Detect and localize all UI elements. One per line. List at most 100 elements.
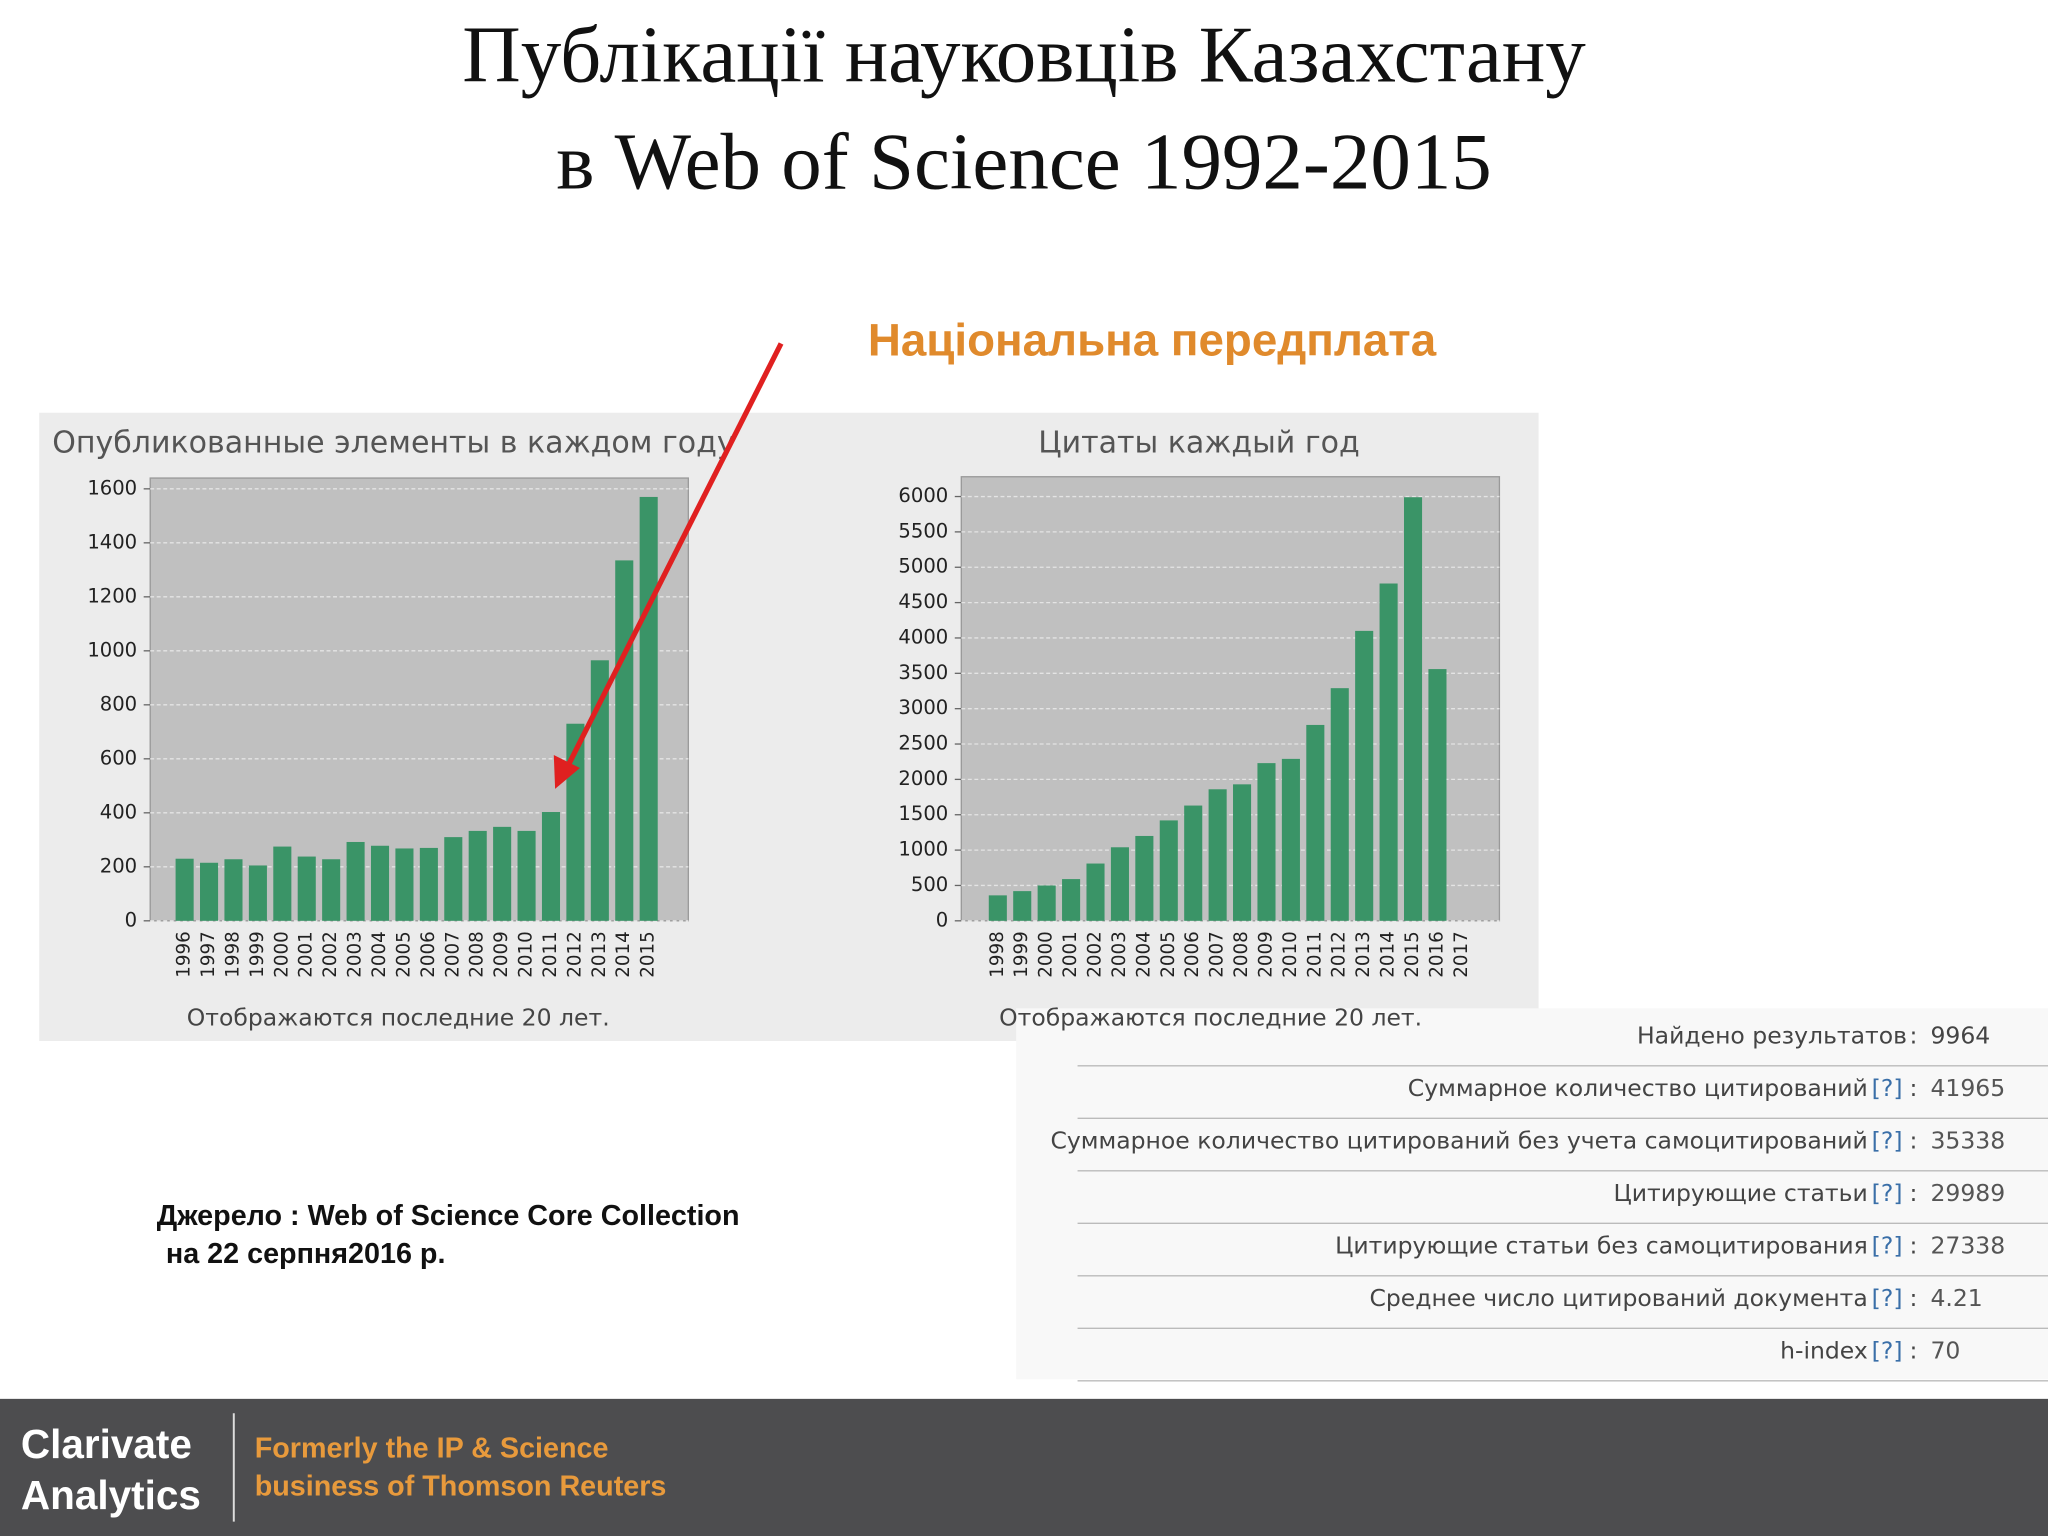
row-label: Цитирующие статьи <box>1614 1179 1868 1207</box>
y-tick-label: 1000 <box>87 638 137 661</box>
title-line: Публікації науковців Казахстану <box>462 9 1586 99</box>
x-tick-label: 2005 <box>393 931 414 978</box>
row-label: Найдено результатов <box>1637 1022 1907 1050</box>
separator: : <box>1910 1337 1918 1365</box>
bar <box>1379 583 1398 921</box>
chart-title: Цитаты каждый год <box>1038 426 1360 461</box>
x-tick-label: 2015 <box>638 931 659 978</box>
y-tick-label: 2000 <box>898 767 948 790</box>
row-value: 4.21 <box>1930 1284 1982 1312</box>
help-link: [?] <box>1872 1232 1903 1260</box>
tagline: business of Thomson Reuters <box>255 1470 667 1502</box>
x-tick-label: 2014 <box>613 931 634 978</box>
bar <box>1037 885 1056 921</box>
row-label: Суммарное количество цитирований без уче… <box>1050 1127 1867 1155</box>
help-link: [?] <box>1872 1074 1903 1102</box>
x-tick-label: 2000 <box>1036 931 1057 978</box>
bar <box>493 826 512 921</box>
bar <box>297 856 316 921</box>
bar <box>224 859 243 921</box>
bar <box>1208 789 1227 921</box>
separator: : <box>1910 1074 1918 1102</box>
footer <box>0 1398 2048 1536</box>
bar <box>395 848 414 921</box>
row-value: 27338 <box>1930 1232 2005 1260</box>
y-tick-label: 2500 <box>898 732 948 755</box>
y-tick-label: 3500 <box>898 661 948 684</box>
y-tick-label: 800 <box>100 692 137 715</box>
x-tick-label: 2003 <box>345 931 366 978</box>
help-link: [?] <box>1872 1337 1903 1365</box>
row-label: Цитирующие статьи без самоцитирования <box>1335 1232 1868 1260</box>
bar <box>1233 784 1252 921</box>
bar <box>322 859 341 921</box>
bar <box>1062 879 1081 921</box>
x-tick-label: 2013 <box>589 931 610 978</box>
bar <box>1281 758 1300 921</box>
x-tick-label: 2006 <box>1182 931 1203 978</box>
separator: : <box>1910 1127 1918 1155</box>
bar <box>346 841 365 921</box>
x-tick-label: 2012 <box>1329 931 1350 978</box>
x-tick-label: 2002 <box>320 931 341 978</box>
bar <box>175 858 194 921</box>
x-tick-label: 1998 <box>987 931 1008 978</box>
bar <box>273 846 292 921</box>
bar <box>1159 820 1178 921</box>
y-tick-label: 1400 <box>87 530 137 553</box>
row-label: Среднее число цитирований документа <box>1369 1284 1867 1312</box>
y-tick-label: 6000 <box>898 484 948 507</box>
y-tick-label: 3000 <box>898 696 948 719</box>
bar <box>1306 724 1325 921</box>
bar <box>1013 891 1032 921</box>
x-tick-label: 2016 <box>1426 931 1447 978</box>
bar <box>1110 847 1129 921</box>
brand: Clarivate <box>21 1421 192 1467</box>
y-tick-label: 5500 <box>898 519 948 542</box>
brand: Analytics <box>21 1472 201 1518</box>
row-label: h-index <box>1780 1337 1868 1365</box>
x-tick-label: 2014 <box>1378 931 1399 978</box>
bar <box>1135 835 1154 921</box>
bar <box>541 812 561 921</box>
x-tick-label: 2010 <box>1280 931 1301 978</box>
bar <box>370 845 390 921</box>
bar <box>1330 688 1349 921</box>
bar <box>419 847 438 921</box>
row-value: 41965 <box>1930 1074 2005 1102</box>
x-tick-label: 2009 <box>491 931 512 978</box>
x-tick-label: 2015 <box>1402 931 1423 978</box>
bar <box>590 660 609 921</box>
bar <box>1403 497 1423 921</box>
y-tick-label: 1600 <box>87 476 137 499</box>
y-tick-label: 1200 <box>87 584 137 607</box>
chart-title: Опубликованные элементы в каждом году <box>52 426 734 461</box>
x-tick-label: 2017 <box>1451 931 1472 978</box>
x-tick-label: 1999 <box>1011 931 1032 978</box>
x-tick-label: 2001 <box>296 931 317 978</box>
bar <box>639 496 658 921</box>
bar <box>1355 630 1374 921</box>
x-tick-label: 2013 <box>1353 931 1374 978</box>
y-tick-label: 1500 <box>898 802 948 825</box>
bar <box>988 895 1007 921</box>
bar <box>1184 805 1203 921</box>
help-link: [?] <box>1872 1179 1903 1207</box>
separator: : <box>1910 1179 1918 1207</box>
y-tick-label: 600 <box>100 746 137 769</box>
bar <box>248 865 267 921</box>
x-tick-label: 2005 <box>1158 931 1179 978</box>
y-tick-label: 4000 <box>898 625 948 648</box>
x-tick-label: 2002 <box>1085 931 1106 978</box>
x-tick-label: 2012 <box>564 931 585 978</box>
x-tick-label: 1997 <box>198 931 219 978</box>
stats-panel <box>1016 1008 2048 1380</box>
bar <box>468 830 487 921</box>
source: на 22 серпня2016 р. <box>166 1238 446 1270</box>
x-tick-label: 2004 <box>1133 931 1154 978</box>
bar <box>615 560 634 921</box>
separator: : <box>1910 1232 1918 1260</box>
x-tick-label: 2003 <box>1109 931 1130 978</box>
x-tick-label: 2008 <box>1231 931 1252 978</box>
